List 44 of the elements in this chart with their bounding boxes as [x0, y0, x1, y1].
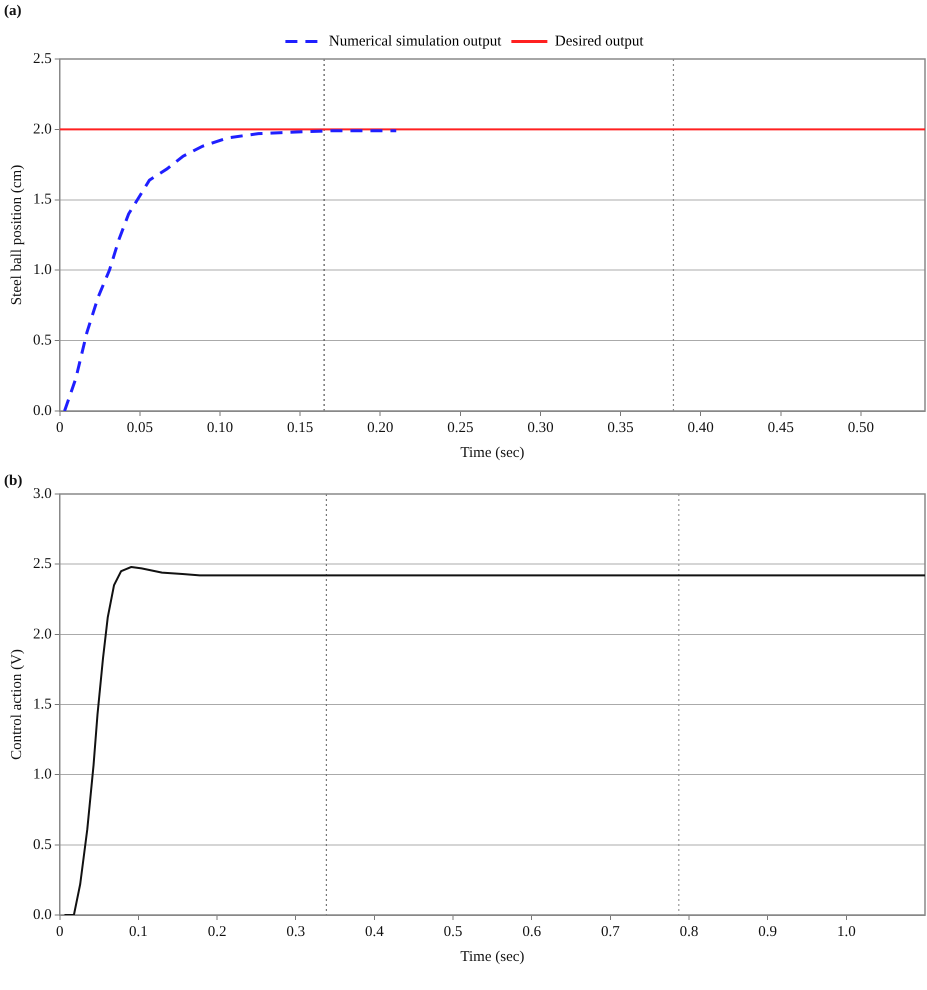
x-tick-label: 0.30	[527, 420, 554, 436]
y-tick-label: 2.0	[33, 121, 52, 138]
x-tick-label: 0.05	[126, 420, 153, 436]
x-tick-label: 1.0	[836, 924, 856, 940]
y-tick-label: 1.0	[33, 766, 52, 783]
x-tick-label: 0.7	[600, 924, 620, 940]
x-tick-label: 0.4	[365, 924, 384, 940]
y-tick-label: 1.5	[33, 192, 52, 208]
x-tick-label: 0.5	[444, 924, 462, 940]
x-tick-label: 0.35	[607, 420, 634, 436]
y-tick-label: 2.0	[33, 626, 52, 642]
x-tick-label: 0.50	[848, 420, 874, 436]
legend-label: Desired output	[554, 33, 644, 50]
y-tick-label: 0.0	[33, 402, 52, 419]
line-series	[63, 129, 398, 411]
y-tick-label: 0.5	[33, 836, 52, 853]
y-tick-label: 0.0	[33, 906, 52, 923]
x-tick-label: 0.9	[758, 924, 778, 940]
y-tick-label: 3.0	[33, 486, 52, 502]
x-tick-label: 0.3	[286, 924, 306, 940]
y-tick-label: 1.0	[33, 262, 52, 278]
x-tick-label: 0.6	[522, 924, 542, 940]
x-tick-label: 0	[56, 420, 64, 436]
legend-label: Numerical simulation output	[328, 33, 502, 50]
x-axis-title: Time (sec)	[460, 444, 524, 461]
x-tick-label: 0.1	[129, 924, 148, 940]
x-tick-label: 0.15	[286, 420, 314, 436]
y-tick-label: 2.5	[33, 50, 52, 67]
y-tick-label: 0.5	[33, 332, 52, 349]
x-tick-label: 0.25	[447, 420, 474, 436]
x-tick-label: 0.20	[367, 420, 394, 436]
y-axis-title: Steel ball position (cm)	[8, 164, 25, 306]
x-tick-label: 0.45	[768, 420, 794, 436]
x-tick-label: 0.10	[206, 420, 234, 436]
x-tick-label: 0	[56, 924, 64, 940]
chart-title: (b)	[4, 472, 22, 489]
chart-title: (a)	[4, 2, 22, 19]
y-tick-label: 2.5	[33, 556, 52, 572]
x-tick-label: 0.2	[208, 924, 226, 940]
y-axis-title: Control action (V)	[8, 649, 25, 760]
y-tick-label: 1.5	[33, 696, 52, 712]
x-axis-title: Time (sec)	[460, 948, 524, 965]
x-tick-label: 0.8	[680, 924, 698, 940]
x-tick-label: 0.40	[688, 420, 714, 436]
